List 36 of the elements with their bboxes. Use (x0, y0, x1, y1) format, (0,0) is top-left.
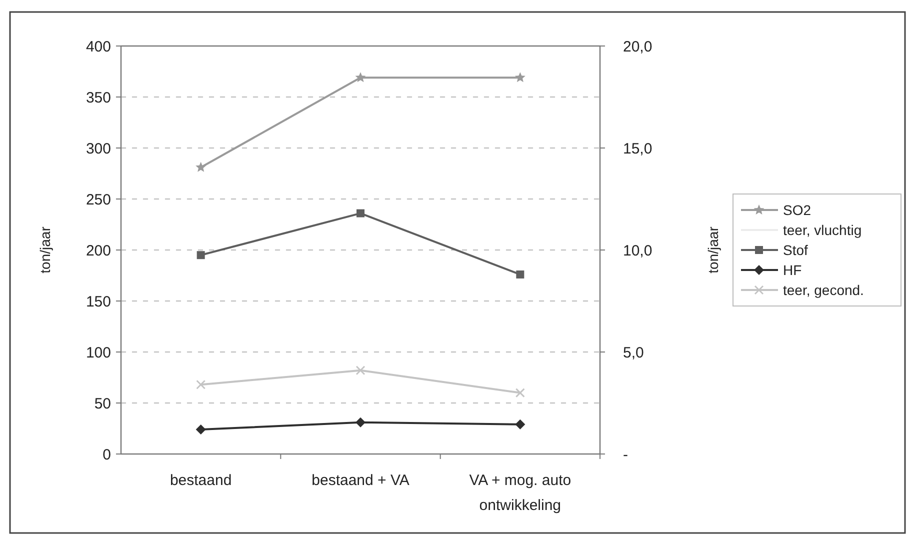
legend-label: SO2 (783, 202, 812, 218)
y2-tick-label: - (623, 446, 628, 464)
y-tick-label: 150 (86, 293, 111, 310)
y2-tick-label: 10,0 (623, 242, 652, 260)
y-tick-label: 0 (102, 446, 111, 464)
y2-tick-label: 5,0 (623, 344, 644, 362)
point (196, 380, 206, 390)
y2-tick-label: 20,0 (623, 38, 652, 56)
y-tick-label: 200 (86, 242, 111, 260)
x-tick-label: bestaand (170, 472, 232, 489)
x-tick-label: VA + mog. auto ontwikkeling (469, 472, 572, 514)
point (516, 270, 524, 278)
point (356, 366, 366, 376)
point (196, 424, 206, 435)
legend-label: teer, vluchtig (783, 222, 862, 238)
legend-label: Stof (783, 242, 808, 258)
point (514, 72, 526, 82)
y-tick-label: 100 (86, 344, 111, 362)
y-tick-label: 300 (86, 140, 111, 158)
legend-label: teer, gecond. (783, 282, 864, 298)
point (196, 162, 206, 172)
legend-label: HF (783, 262, 802, 278)
y2-axis-title: ton/jaar (705, 226, 721, 274)
y-axis-title: ton/jaar (37, 226, 53, 274)
point (355, 72, 366, 82)
point (356, 209, 364, 218)
point (196, 251, 205, 260)
y-tick-label: 400 (86, 38, 111, 56)
y-tick-label: 250 (86, 191, 111, 208)
point (515, 419, 526, 430)
y-tick-label: 50 (94, 395, 111, 412)
point (515, 388, 525, 398)
y2-tick-label: 15,0 (623, 140, 652, 158)
y-tick-label: 350 (86, 89, 111, 106)
point (356, 417, 366, 428)
x-tick-label: bestaand + VA (312, 472, 410, 489)
